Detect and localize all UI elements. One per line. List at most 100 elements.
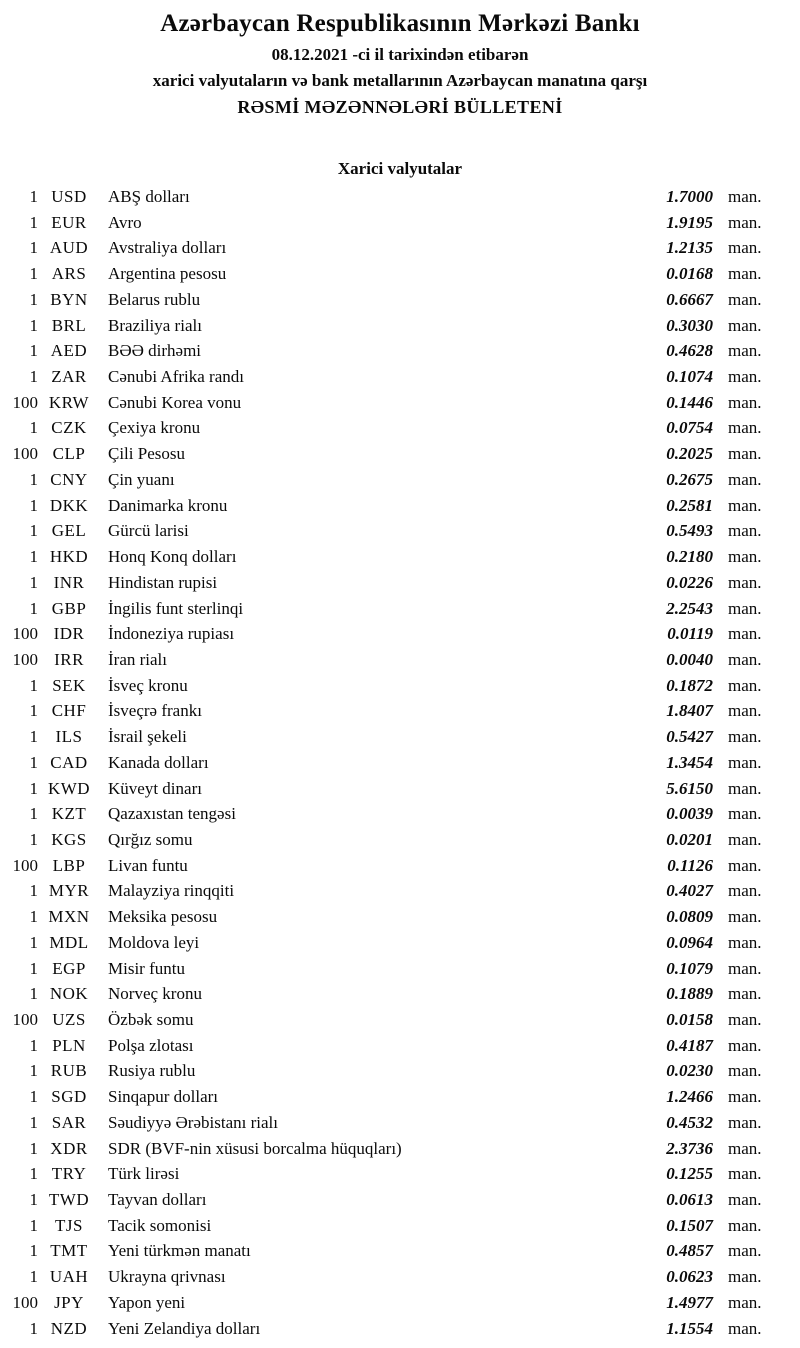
unit-label: man. <box>728 855 762 875</box>
currency-code: UAH <box>49 1267 89 1287</box>
currency-name: Yeni Zelandiya dolları <box>108 1318 261 1338</box>
nominal-value: 1 <box>29 984 39 1004</box>
table-row: 1 XDR SDR (BVF-nin xüsusi borcalma hüquq… <box>0 1139 800 1165</box>
rate-value: 0.4532 <box>666 1112 713 1132</box>
currency-code: MYR <box>48 881 90 901</box>
nominal-value: 1 <box>29 521 39 541</box>
table-row: 1 KGS Qırğız somu 0.0201 man. <box>0 830 800 856</box>
currency-code: TWD <box>48 1190 90 1210</box>
nominal-value: 1 <box>29 1164 39 1184</box>
currency-code: ARS <box>51 264 87 284</box>
currency-name: Küveyt dinarı <box>108 778 202 798</box>
unit-label: man. <box>728 341 762 361</box>
rate-value: 1.2135 <box>666 238 713 258</box>
scope-line: xarici valyutaların və bank metallarının… <box>152 71 648 90</box>
nominal-value: 1 <box>29 187 39 206</box>
table-row: 100 KRW Cənubi Korea vonu 0.1446 man. <box>0 393 800 419</box>
unit-label: man. <box>728 829 762 849</box>
rate-value: 0.4628 <box>666 341 713 361</box>
nominal-value: 1 <box>29 1318 39 1338</box>
nominal-value: 1 <box>29 341 39 361</box>
currency-code: ZAR <box>51 367 87 387</box>
currency-name: SDR (BVF-nin xüsusi borcalma hüquqları) <box>108 1138 402 1158</box>
currency-code: BYN <box>50 289 88 309</box>
rate-value: 1.2466 <box>666 1087 713 1107</box>
nominal-value: 1 <box>29 1035 39 1055</box>
table-row: 1 USD ABŞ dolları 1.7000 man. <box>0 187 800 213</box>
currency-code: KZT <box>51 804 87 824</box>
currency-name: Argentina pesosu <box>108 264 227 284</box>
table-row: 100 IDR İndoneziya rupiası 0.0119 man. <box>0 624 800 650</box>
unit-label: man. <box>728 675 762 695</box>
table-row: 100 IRR İran rialı 0.0040 man. <box>0 650 800 676</box>
unit-label: man. <box>728 289 762 309</box>
table-row: 1 ZAR Cənubi Afrika randı 0.1074 man. <box>0 367 800 393</box>
rate-value: 1.1554 <box>666 1318 713 1338</box>
table-row: 1 EGP Misir funtu 0.1079 man. <box>0 959 800 985</box>
currency-name: İngilis funt sterlinqi <box>108 598 244 618</box>
unit-label: man. <box>728 392 762 412</box>
currency-code: TMT <box>50 1241 88 1261</box>
unit-label: man. <box>728 547 762 567</box>
currency-code: CLP <box>52 444 86 464</box>
effective-date-line: 08.12.2021 -ci il tarixindən etibarən <box>271 45 529 64</box>
table-row: 1 SGD Sinqapur dolları 1.2466 man. <box>0 1087 800 1113</box>
table-row: 1 GBP İngilis funt sterlinqi 2.2543 man. <box>0 599 800 625</box>
currency-code: TJS <box>55 1215 83 1235</box>
table-row: 100 UZS Özbək somu 0.0158 man. <box>0 1010 800 1036</box>
currency-code: MDL <box>49 932 89 952</box>
currency-name: Kanada dolları <box>108 752 209 772</box>
rate-value: 0.1507 <box>666 1215 713 1235</box>
currency-name: Moldova leyi <box>108 932 200 952</box>
nominal-value: 1 <box>29 804 39 824</box>
unit-label: man. <box>728 418 762 438</box>
table-row: 1 TWD Tayvan dolları 0.0613 man. <box>0 1190 800 1216</box>
currency-name: İndoneziya rupiası <box>108 624 235 644</box>
unit-label: man. <box>728 1112 762 1132</box>
rate-value: 0.0201 <box>666 829 713 849</box>
rate-value: 0.2180 <box>666 547 713 567</box>
table-row: 1 AUD Avstraliya dolları 1.2135 man. <box>0 238 800 264</box>
nominal-value: 100 <box>12 444 39 464</box>
nominal-value: 1 <box>29 701 39 721</box>
rate-value: 2.3736 <box>666 1138 713 1158</box>
currency-name: Qırğız somu <box>108 829 193 849</box>
currency-code: RUB <box>50 1061 88 1081</box>
unit-label: man. <box>728 1292 762 1312</box>
nominal-value: 1 <box>29 727 39 747</box>
currency-code: ILS <box>55 727 83 747</box>
table-row: 1 DKK Danimarka kronu 0.2581 man. <box>0 496 800 522</box>
currency-code: AED <box>50 341 88 361</box>
currency-code: HKD <box>49 547 89 567</box>
unit-label: man. <box>728 778 762 798</box>
table-row: 1 SAR Səudiyyə Ərəbistanı rialı 0.4532 m… <box>0 1113 800 1139</box>
nominal-value: 1 <box>29 1267 39 1287</box>
nominal-value: 1 <box>29 264 39 284</box>
currency-name: ABŞ dolları <box>108 187 190 206</box>
currency-code: IDR <box>53 624 85 644</box>
unit-label: man. <box>728 598 762 618</box>
table-row: 1 INR Hindistan rupisi 0.0226 man. <box>0 573 800 599</box>
rate-value: 0.4187 <box>666 1035 713 1055</box>
unit-label: man. <box>728 701 762 721</box>
unit-label: man. <box>728 881 762 901</box>
rate-value: 1.3454 <box>666 752 713 772</box>
currency-code: TRY <box>51 1164 87 1184</box>
currency-code: KRW <box>48 392 90 412</box>
currency-code: BRL <box>51 315 87 335</box>
rate-value: 0.0754 <box>666 418 713 438</box>
currency-name: Cənubi Korea vonu <box>108 392 242 412</box>
unit-label: man. <box>728 1215 762 1235</box>
table-row: 1 KZT Qazaxıstan tengəsi 0.0039 man. <box>0 804 800 830</box>
unit-label: man. <box>728 1061 762 1081</box>
currency-name: Çexiya kronu <box>108 418 201 438</box>
nominal-value: 1 <box>29 469 39 489</box>
nominal-value: 1 <box>29 212 39 232</box>
nominal-value: 1 <box>29 881 39 901</box>
rate-value: 0.0168 <box>666 264 713 284</box>
unit-label: man. <box>728 495 762 515</box>
currency-name: BƏƏ dirhəmi <box>108 341 202 361</box>
currency-code: CZK <box>51 418 87 438</box>
rate-value: 0.0226 <box>666 572 713 592</box>
